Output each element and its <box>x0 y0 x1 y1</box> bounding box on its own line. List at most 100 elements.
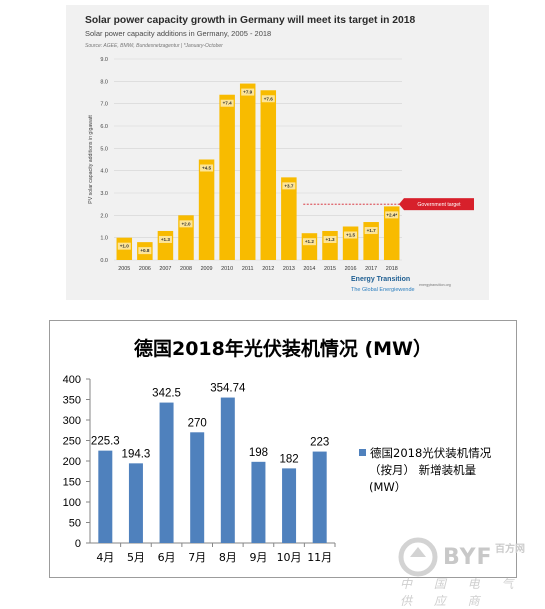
chart-source: Source: AGEE, BMWi, Bundesnetzagentur | … <box>85 43 223 49</box>
y-tick-label: 0 <box>75 538 81 550</box>
legend-label: (MW） <box>369 480 406 494</box>
target-label: Government target <box>417 202 461 208</box>
x-tick-label: 2016 <box>345 266 357 272</box>
data-label: +1.7 <box>367 228 377 233</box>
y-tick-label: 2.0 <box>100 213 108 219</box>
bar <box>260 90 277 261</box>
target-flag <box>404 198 474 211</box>
x-tick-label: 6月 <box>158 551 176 564</box>
data-label-bg <box>261 95 275 103</box>
bar <box>282 468 297 543</box>
bar <box>239 83 256 260</box>
data-label: 198 <box>249 447 268 459</box>
data-label: +2.0 <box>181 221 191 226</box>
bar <box>190 432 205 543</box>
watermark-cn-mark: 百方网 <box>495 544 525 555</box>
bar <box>157 230 174 260</box>
bar <box>301 233 318 260</box>
watermark-logo-icon <box>398 537 438 577</box>
data-label: +1.3 <box>161 237 171 242</box>
bar <box>281 177 297 260</box>
watermark-brand: BYF <box>443 545 493 570</box>
x-tick-label: 2005 <box>118 266 130 272</box>
bar <box>322 230 338 260</box>
data-label: +4.5 <box>202 166 212 171</box>
x-tick-label: 11月 <box>307 551 332 564</box>
data-label: 194.3 <box>122 448 151 460</box>
y-tick-label: 8.0 <box>100 79 108 85</box>
data-label: +0.8 <box>140 248 150 253</box>
y-tick-label: 350 <box>63 395 81 407</box>
data-label-bg <box>282 182 296 190</box>
x-tick-label: 2012 <box>262 266 274 272</box>
y-axis-label: PV solar capacity additions in gigawatt <box>88 115 94 204</box>
brand-line2: The Global Energiewende <box>351 287 415 293</box>
y-tick-label: 7.0 <box>100 102 108 108</box>
data-label: +1.2 <box>305 239 315 244</box>
data-label-bg <box>385 211 399 219</box>
x-tick-label: 2011 <box>242 266 254 272</box>
monthly-installation-chart: 德国2018年光伏装机情况 (MW） 0 50 100 150 200 250 300 350 4… <box>49 320 517 578</box>
x-tick-label: 2017 <box>365 266 377 272</box>
target-flag-arrow <box>399 198 404 211</box>
data-label-bg <box>158 235 172 243</box>
bar <box>220 397 235 543</box>
bar <box>251 461 266 543</box>
x-tick-label: 2007 <box>159 266 171 272</box>
bar <box>98 450 113 543</box>
x-tick-label: 4月 <box>96 551 114 564</box>
bar <box>312 451 327 543</box>
y-tick-label: 3.0 <box>100 191 108 197</box>
data-label: 182 <box>279 453 298 465</box>
data-label-bg <box>241 88 255 96</box>
x-tick-label: 2006 <box>139 266 151 272</box>
data-label: +2.4* <box>386 212 397 217</box>
y-tick-label: 9.0 <box>100 57 108 63</box>
data-label-bg <box>138 247 152 255</box>
y-tick-label: 0.0 <box>100 258 108 264</box>
data-label: +1.3 <box>325 237 335 242</box>
x-tick-label: 2008 <box>180 266 192 272</box>
y-tick-label: 200 <box>63 456 81 468</box>
data-label-bg <box>220 99 234 107</box>
y-tick-label: 50 <box>69 518 81 530</box>
data-label: +7.9 <box>243 90 253 95</box>
data-label-bg <box>200 164 214 172</box>
data-label: +3.7 <box>284 183 294 188</box>
y-tick-label: 1.0 <box>100 236 108 242</box>
data-label-bg <box>323 235 337 243</box>
y-tick-label: 4.0 <box>100 169 108 175</box>
data-label: 225.3 <box>91 436 120 448</box>
data-label-bg <box>344 231 358 239</box>
data-label: 354.74 <box>210 383 246 395</box>
data-label-bg <box>364 227 378 235</box>
solar-growth-chart: Solar power capacity growth in Germany w… <box>66 5 489 300</box>
data-label: 342.5 <box>152 388 181 400</box>
bar <box>219 94 235 260</box>
x-tick-label: 2013 <box>283 266 295 272</box>
bar <box>159 402 174 543</box>
x-tick-label: 2010 <box>221 266 233 272</box>
data-label: +1.0 <box>120 244 130 249</box>
data-label-bg <box>179 220 193 228</box>
bar <box>198 159 215 260</box>
y-tick-label: 100 <box>63 497 81 509</box>
x-tick-label: 5月 <box>127 551 145 564</box>
data-label-bg <box>302 238 316 246</box>
y-tick-label: 300 <box>63 415 81 427</box>
data-label-bg <box>117 242 131 250</box>
x-tick-label: 7月 <box>188 551 206 564</box>
y-tick-label: 5.0 <box>100 146 108 152</box>
data-label: 270 <box>188 417 207 429</box>
y-tick-label: 150 <box>63 477 81 489</box>
y-tick-label: 6.0 <box>100 124 108 130</box>
brand-url: energytransition.org <box>419 283 451 287</box>
y-tick-label: 400 <box>63 374 81 386</box>
data-label: +7.4 <box>223 101 233 106</box>
brand-line1: Energy Transition <box>351 276 410 283</box>
chart-title: 德国2018年光伏装机情况 (MW） <box>134 337 432 360</box>
x-tick-label: 2015 <box>324 266 336 272</box>
data-label: +7.6 <box>264 96 274 101</box>
watermark-tagline: 中 国 电 气 供 应 商 <box>400 577 523 608</box>
legend-label: （按月） 新增装机量 <box>369 463 476 477</box>
